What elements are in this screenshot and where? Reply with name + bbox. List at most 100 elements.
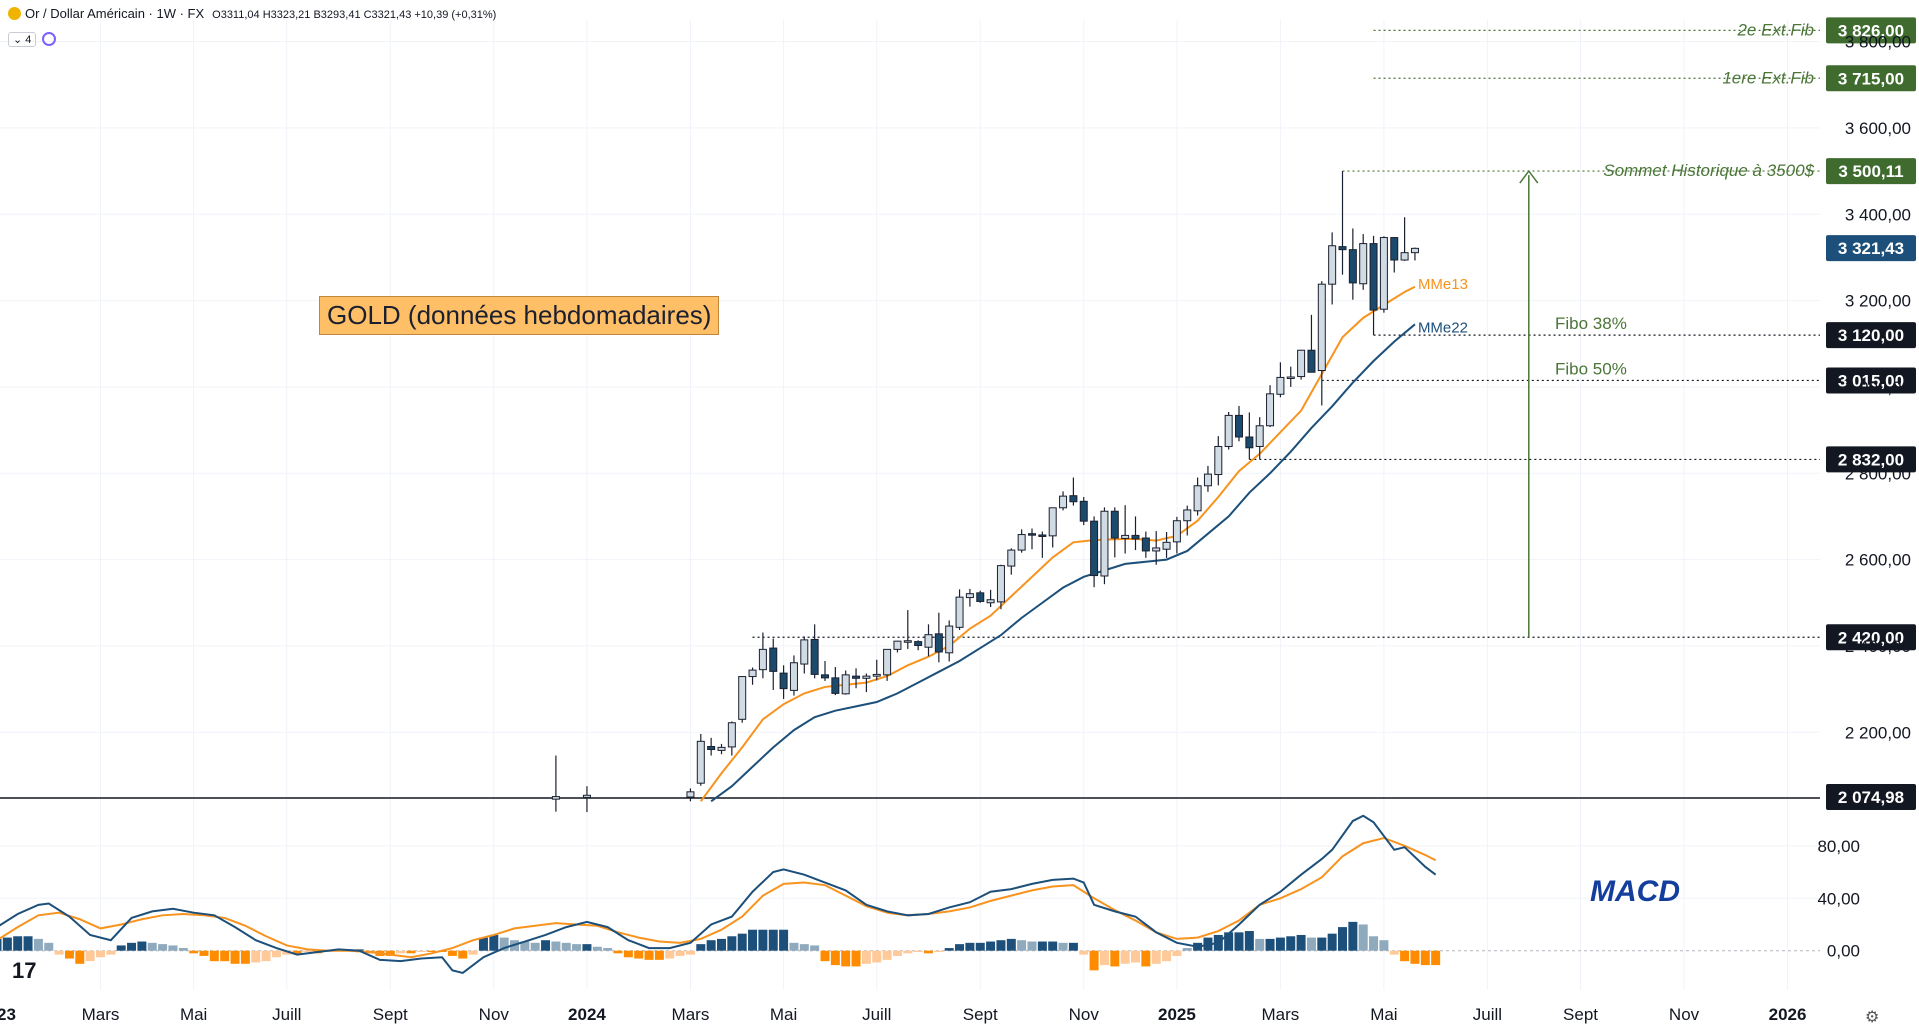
indicator-count-toggle[interactable]: ⌄ 4 bbox=[8, 32, 37, 47]
macd-histogram-bar bbox=[779, 929, 789, 951]
macd-histogram-bar bbox=[116, 945, 126, 951]
indicator-toggle[interactable]: ⌄ 4 bbox=[8, 32, 57, 47]
time-tick-label: Juill bbox=[272, 1005, 301, 1024]
macd-histogram-bar bbox=[1068, 942, 1078, 951]
macd-histogram-bar bbox=[2, 937, 12, 951]
macd-histogram-bar bbox=[1131, 950, 1140, 963]
macd-histogram-bar bbox=[1255, 938, 1265, 951]
mme22-line bbox=[710, 323, 1416, 803]
settings-gear-icon[interactable]: ⚙ bbox=[1865, 1009, 1880, 1026]
candle-body bbox=[986, 599, 995, 604]
price-tick-label: 3 400,00 bbox=[1845, 205, 1911, 224]
candle-body bbox=[1297, 349, 1306, 378]
price-label: 2 420,00 bbox=[1838, 628, 1904, 647]
time-tick-label: Nov bbox=[1669, 1005, 1700, 1024]
macd-histogram-bar bbox=[64, 950, 74, 959]
macd-histogram-bar bbox=[1037, 941, 1047, 951]
macd-histogram-bar bbox=[1358, 924, 1368, 951]
macd-histogram-bar bbox=[975, 942, 985, 951]
macd-histogram-bar bbox=[447, 950, 457, 956]
candle-body bbox=[934, 633, 943, 653]
candle-body bbox=[1131, 534, 1140, 540]
macd-histogram-bar bbox=[717, 938, 726, 951]
candle-body bbox=[883, 648, 892, 676]
candle-body bbox=[996, 565, 1005, 603]
macd-histogram-bar bbox=[96, 950, 105, 958]
candle-body bbox=[1172, 520, 1181, 543]
macd-histogram-bar bbox=[1400, 950, 1410, 962]
candle-body bbox=[727, 722, 736, 748]
refresh-icon[interactable] bbox=[42, 32, 57, 46]
candle-body bbox=[831, 677, 840, 694]
candle-body bbox=[1059, 495, 1068, 509]
macd-histogram-bar bbox=[582, 944, 592, 951]
macd-histogram-bar bbox=[1420, 950, 1430, 966]
macd-histogram-bar bbox=[23, 936, 33, 951]
time-tick-label: Mai bbox=[1370, 1005, 1397, 1024]
candle-body bbox=[1028, 533, 1036, 536]
macd-histogram-bar bbox=[1389, 950, 1399, 955]
macd-histogram-bar bbox=[209, 950, 219, 962]
candle-body bbox=[717, 746, 726, 751]
candle-body bbox=[1017, 534, 1026, 551]
candle-body bbox=[1400, 252, 1409, 261]
macd-histogram-bar bbox=[903, 950, 913, 954]
candle-body bbox=[810, 638, 819, 675]
candle-body bbox=[965, 593, 974, 599]
macd-histogram-bar bbox=[944, 948, 954, 951]
macd-histogram-bar bbox=[768, 929, 778, 951]
candle-body bbox=[1079, 500, 1088, 522]
price-label: 3 500,11 bbox=[1838, 162, 1903, 181]
macd-histogram-bar bbox=[737, 933, 747, 951]
candle-body bbox=[1266, 393, 1275, 427]
candle-body bbox=[1255, 425, 1264, 447]
mme22-label: MMe22 bbox=[1418, 319, 1468, 336]
candle-body bbox=[1224, 414, 1233, 447]
macd-histogram-bar bbox=[758, 929, 768, 951]
price-label: 2 832,00 bbox=[1838, 450, 1904, 469]
candle-body bbox=[1090, 520, 1099, 577]
candle-body bbox=[551, 796, 560, 800]
candle-body bbox=[696, 740, 705, 784]
macd-histogram-bar bbox=[892, 950, 902, 956]
candle-body bbox=[1152, 547, 1161, 552]
time-tick-label: Mai bbox=[180, 1005, 207, 1024]
time-tick-label: Sept bbox=[1563, 1005, 1598, 1024]
macd-histogram-bar bbox=[303, 950, 312, 952]
candle-body bbox=[841, 674, 850, 695]
macd-histogram-bar bbox=[416, 950, 426, 952]
candle-body bbox=[789, 662, 798, 691]
candle-body bbox=[976, 592, 985, 602]
price-tick-label: 3 800,00 bbox=[1845, 33, 1911, 52]
price-tick-label: 2 800,00 bbox=[1845, 464, 1911, 483]
bottom-price-box bbox=[1826, 784, 1916, 810]
candle-body bbox=[893, 640, 902, 650]
macd-histogram-bar bbox=[572, 944, 582, 951]
mme13-line bbox=[699, 285, 1416, 802]
price-tick-label: 3 200,00 bbox=[1845, 292, 1911, 311]
macd-histogram-bar bbox=[1006, 938, 1016, 951]
macd-histogram-bar bbox=[882, 950, 892, 960]
macd-histogram-bar bbox=[789, 942, 799, 951]
price-label: 3 015,00 bbox=[1838, 371, 1904, 390]
candle-body bbox=[1141, 537, 1150, 552]
indicator-count: 4 bbox=[25, 34, 32, 46]
price-label: 3 120,00 bbox=[1838, 326, 1904, 345]
candle-body bbox=[821, 674, 829, 679]
macd-histogram-bar bbox=[271, 950, 281, 958]
macd-histogram-bar bbox=[240, 950, 250, 964]
macd-histogram-bar bbox=[654, 950, 664, 960]
macd-histogram-bar bbox=[158, 944, 168, 951]
macd-histogram-bar bbox=[1048, 941, 1058, 951]
mme13-label: MMe13 bbox=[1418, 276, 1468, 293]
macd-histogram-bar bbox=[1079, 950, 1089, 955]
macd-histogram-bar bbox=[1017, 940, 1027, 951]
macd-histogram-bar bbox=[1120, 950, 1130, 964]
ohlc-values: O3311,04 H3323,21 B3293,41 C3321,43 +10,… bbox=[212, 9, 497, 21]
symbol-header[interactable]: Or / Dollar Américain · 1W · FX O3311,04 … bbox=[8, 6, 496, 21]
price-label-box bbox=[1826, 322, 1916, 349]
candle-body bbox=[1245, 436, 1254, 449]
macd-histogram-bar bbox=[147, 942, 157, 951]
price-tick-label: 2 600,00 bbox=[1845, 551, 1911, 570]
